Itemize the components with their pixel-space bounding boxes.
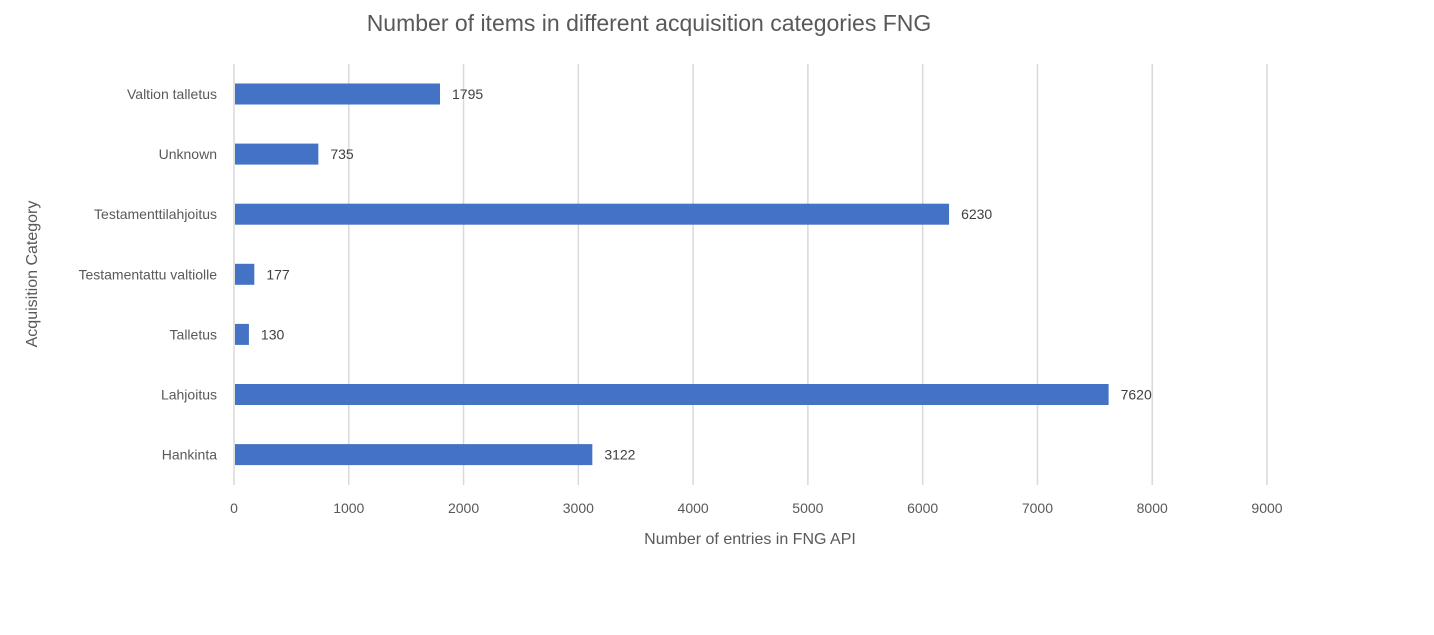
bars (235, 83, 1109, 466)
x-tick-label: 6000 (907, 500, 938, 516)
x-tick-label: 4000 (678, 500, 709, 516)
x-tick-label: 0 (230, 500, 238, 516)
y-axis-title: Acquisition Category (24, 201, 41, 348)
bar (235, 143, 319, 165)
bar (235, 323, 249, 345)
bar (235, 263, 255, 285)
category-label: Unknown (159, 146, 217, 162)
category-label: Hankinta (162, 447, 217, 463)
data-label: 3122 (604, 447, 635, 463)
category-label: Testamenttilahjoitus (94, 206, 217, 222)
data-label: 735 (330, 146, 354, 162)
x-tick-label: 8000 (1137, 500, 1168, 516)
category-labels: Valtion talletus Unknown Testamenttilahjoi… (78, 86, 217, 463)
x-tick-label: 3000 (563, 500, 594, 516)
x-tick-labels: 0 1000 2000 3000 4000 5000 6000 7000 8000 9000 (230, 500, 1283, 516)
x-axis-title: Number of entries in FNG API (644, 531, 856, 548)
gridlines (233, 64, 1268, 485)
data-label: 7620 (1121, 387, 1152, 403)
x-tick-label: 5000 (792, 500, 823, 516)
bar (235, 384, 1109, 405)
x-tick-label: 7000 (1022, 500, 1053, 516)
data-label: 177 (266, 266, 290, 282)
data-label: 6230 (961, 206, 992, 222)
category-label: Valtion talletus (127, 86, 217, 102)
category-label: Testamentattu valtiolle (78, 266, 217, 282)
bar (235, 444, 593, 466)
chart-title: Number of items in different acquisition… (367, 10, 932, 36)
bar (235, 83, 441, 105)
category-label: Talletus (170, 326, 217, 342)
category-label: Lahjoitus (161, 387, 217, 403)
x-tick-label: 1000 (333, 500, 364, 516)
x-tick-label: 9000 (1251, 500, 1282, 516)
x-tick-label: 2000 (448, 500, 479, 516)
bar (235, 203, 950, 225)
data-label: 1795 (452, 86, 483, 102)
data-label: 130 (261, 326, 285, 342)
data-labels: 1795 735 6230 177 130 7620 3122 (261, 86, 1152, 463)
